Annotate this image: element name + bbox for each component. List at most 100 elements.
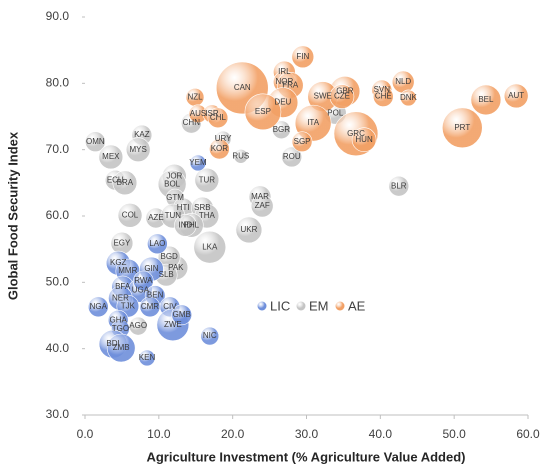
bubble-label: BGD — [160, 252, 178, 261]
bubble-label: UKR — [240, 225, 257, 234]
bubble-label: ZWE — [164, 320, 182, 329]
bubble — [291, 45, 315, 69]
bubble-label: RUS — [232, 151, 249, 160]
bubble-label: COL — [122, 210, 139, 219]
bubble — [470, 84, 502, 116]
bubble — [147, 233, 168, 255]
bubble-label: NER — [112, 293, 129, 302]
bubble — [400, 89, 417, 107]
bubble-label: YEM — [189, 158, 207, 167]
bubble-label: PHL — [184, 220, 200, 229]
bubble-label: JOR — [166, 171, 182, 180]
legend-marker — [296, 301, 306, 311]
bubble — [291, 131, 313, 153]
y-tick-label: 30.0 — [46, 407, 70, 421]
y-axis-title: Global Food Security Index — [5, 131, 20, 300]
bubble-label: AZE — [148, 213, 164, 222]
legend-label: AE — [348, 298, 366, 313]
y-tick-label: 50.0 — [46, 275, 70, 289]
bubble-label: EGY — [113, 238, 131, 247]
bubble — [193, 230, 227, 264]
bubble-label: SRB — [194, 203, 210, 212]
y-tick-label: 70.0 — [46, 142, 70, 156]
bubble-label: IRL — [278, 67, 291, 76]
bubble-label: AGO — [129, 321, 147, 330]
bubble-label: BLR — [391, 181, 407, 190]
bubble-label: RWA — [134, 276, 153, 285]
bubble — [117, 203, 143, 228]
bubble — [244, 93, 282, 131]
bubble-label: CMR — [141, 302, 159, 311]
bubble-label: FIN — [296, 52, 309, 61]
bubble-label: OMN — [86, 137, 105, 146]
bubble-label: CHN — [183, 118, 201, 127]
bubble-label: ISR — [205, 109, 219, 118]
bubble — [98, 144, 124, 170]
bubble-label: GMB — [173, 310, 191, 319]
bubble-label: URY — [215, 134, 232, 143]
bubble — [503, 83, 529, 109]
bubble-label: MAR — [251, 192, 269, 201]
bubble-label: BRA — [117, 178, 134, 187]
bubble-label: KEN — [139, 353, 156, 362]
bubble-label: IND — [179, 220, 193, 229]
bubble-label: SVN — [374, 85, 391, 94]
bubble — [87, 296, 109, 318]
bubble — [106, 333, 136, 363]
bubble-label: MYS — [129, 145, 146, 154]
bubble-label: NLD — [395, 77, 411, 86]
bubble — [209, 138, 230, 160]
bubble-label: PRT — [454, 123, 470, 132]
bubble-label: LKA — [202, 242, 218, 251]
x-tick-label: 0.0 — [77, 427, 94, 441]
bubble-label: NZL — [187, 92, 203, 101]
bubble-label: ESP — [255, 107, 271, 116]
bubble-label: BEL — [478, 95, 494, 104]
x-axis-title: Agriculture Investment (% Agriculture Va… — [146, 449, 465, 464]
bubble-label: BOL — [164, 179, 181, 188]
y-tick-label: 80.0 — [46, 76, 70, 90]
bubble-label: NIC — [203, 331, 217, 340]
bubble-label: AUT — [508, 91, 524, 100]
bubble-label: POL — [327, 108, 344, 117]
bubble — [351, 127, 377, 153]
bubble-label: TUN — [165, 211, 182, 220]
bubble-label: NGA — [90, 302, 108, 311]
legend-label: LIC — [270, 298, 290, 313]
bubble-label: MMR — [118, 266, 137, 275]
bubble-label: CZE — [334, 92, 350, 101]
bubble — [233, 149, 249, 164]
bubble — [189, 154, 207, 172]
bubble — [200, 326, 220, 346]
bubble — [272, 120, 291, 140]
bubble-label: FRA — [282, 80, 299, 89]
bubble-label: CIV — [163, 302, 177, 311]
legend-marker — [257, 301, 267, 311]
bubble-label: AUS — [190, 109, 206, 118]
bubble-label: HUN — [355, 135, 373, 144]
x-tick-label: 60.0 — [516, 427, 540, 441]
bubble — [388, 175, 410, 197]
bubble-label: KOR — [211, 144, 229, 153]
bubble-label: LAO — [149, 239, 165, 248]
bubble-label: TGO — [112, 324, 129, 333]
x-tick-label: 10.0 — [147, 427, 171, 441]
y-tick-label: 90.0 — [46, 9, 70, 23]
bubble-label: NOR — [275, 77, 293, 86]
bubble-label: THA — [199, 211, 216, 220]
bubble-label: MEX — [102, 152, 120, 161]
bubble — [139, 296, 161, 318]
bubble-label: KAZ — [134, 130, 150, 139]
bubble-label: TUR — [199, 175, 216, 184]
bubble-label: DNK — [400, 93, 418, 102]
y-tick-label: 40.0 — [46, 341, 70, 355]
bubble-label: DEU — [274, 98, 291, 107]
bubble-label: SWE — [314, 92, 332, 101]
legend-label: EM — [309, 298, 329, 313]
bubble-label: BDI — [106, 339, 119, 348]
bubble — [112, 170, 138, 196]
bubble-label: KGZ — [110, 258, 127, 267]
bubble-label: ECU — [107, 175, 124, 184]
bubble-label: CHL — [210, 113, 227, 122]
